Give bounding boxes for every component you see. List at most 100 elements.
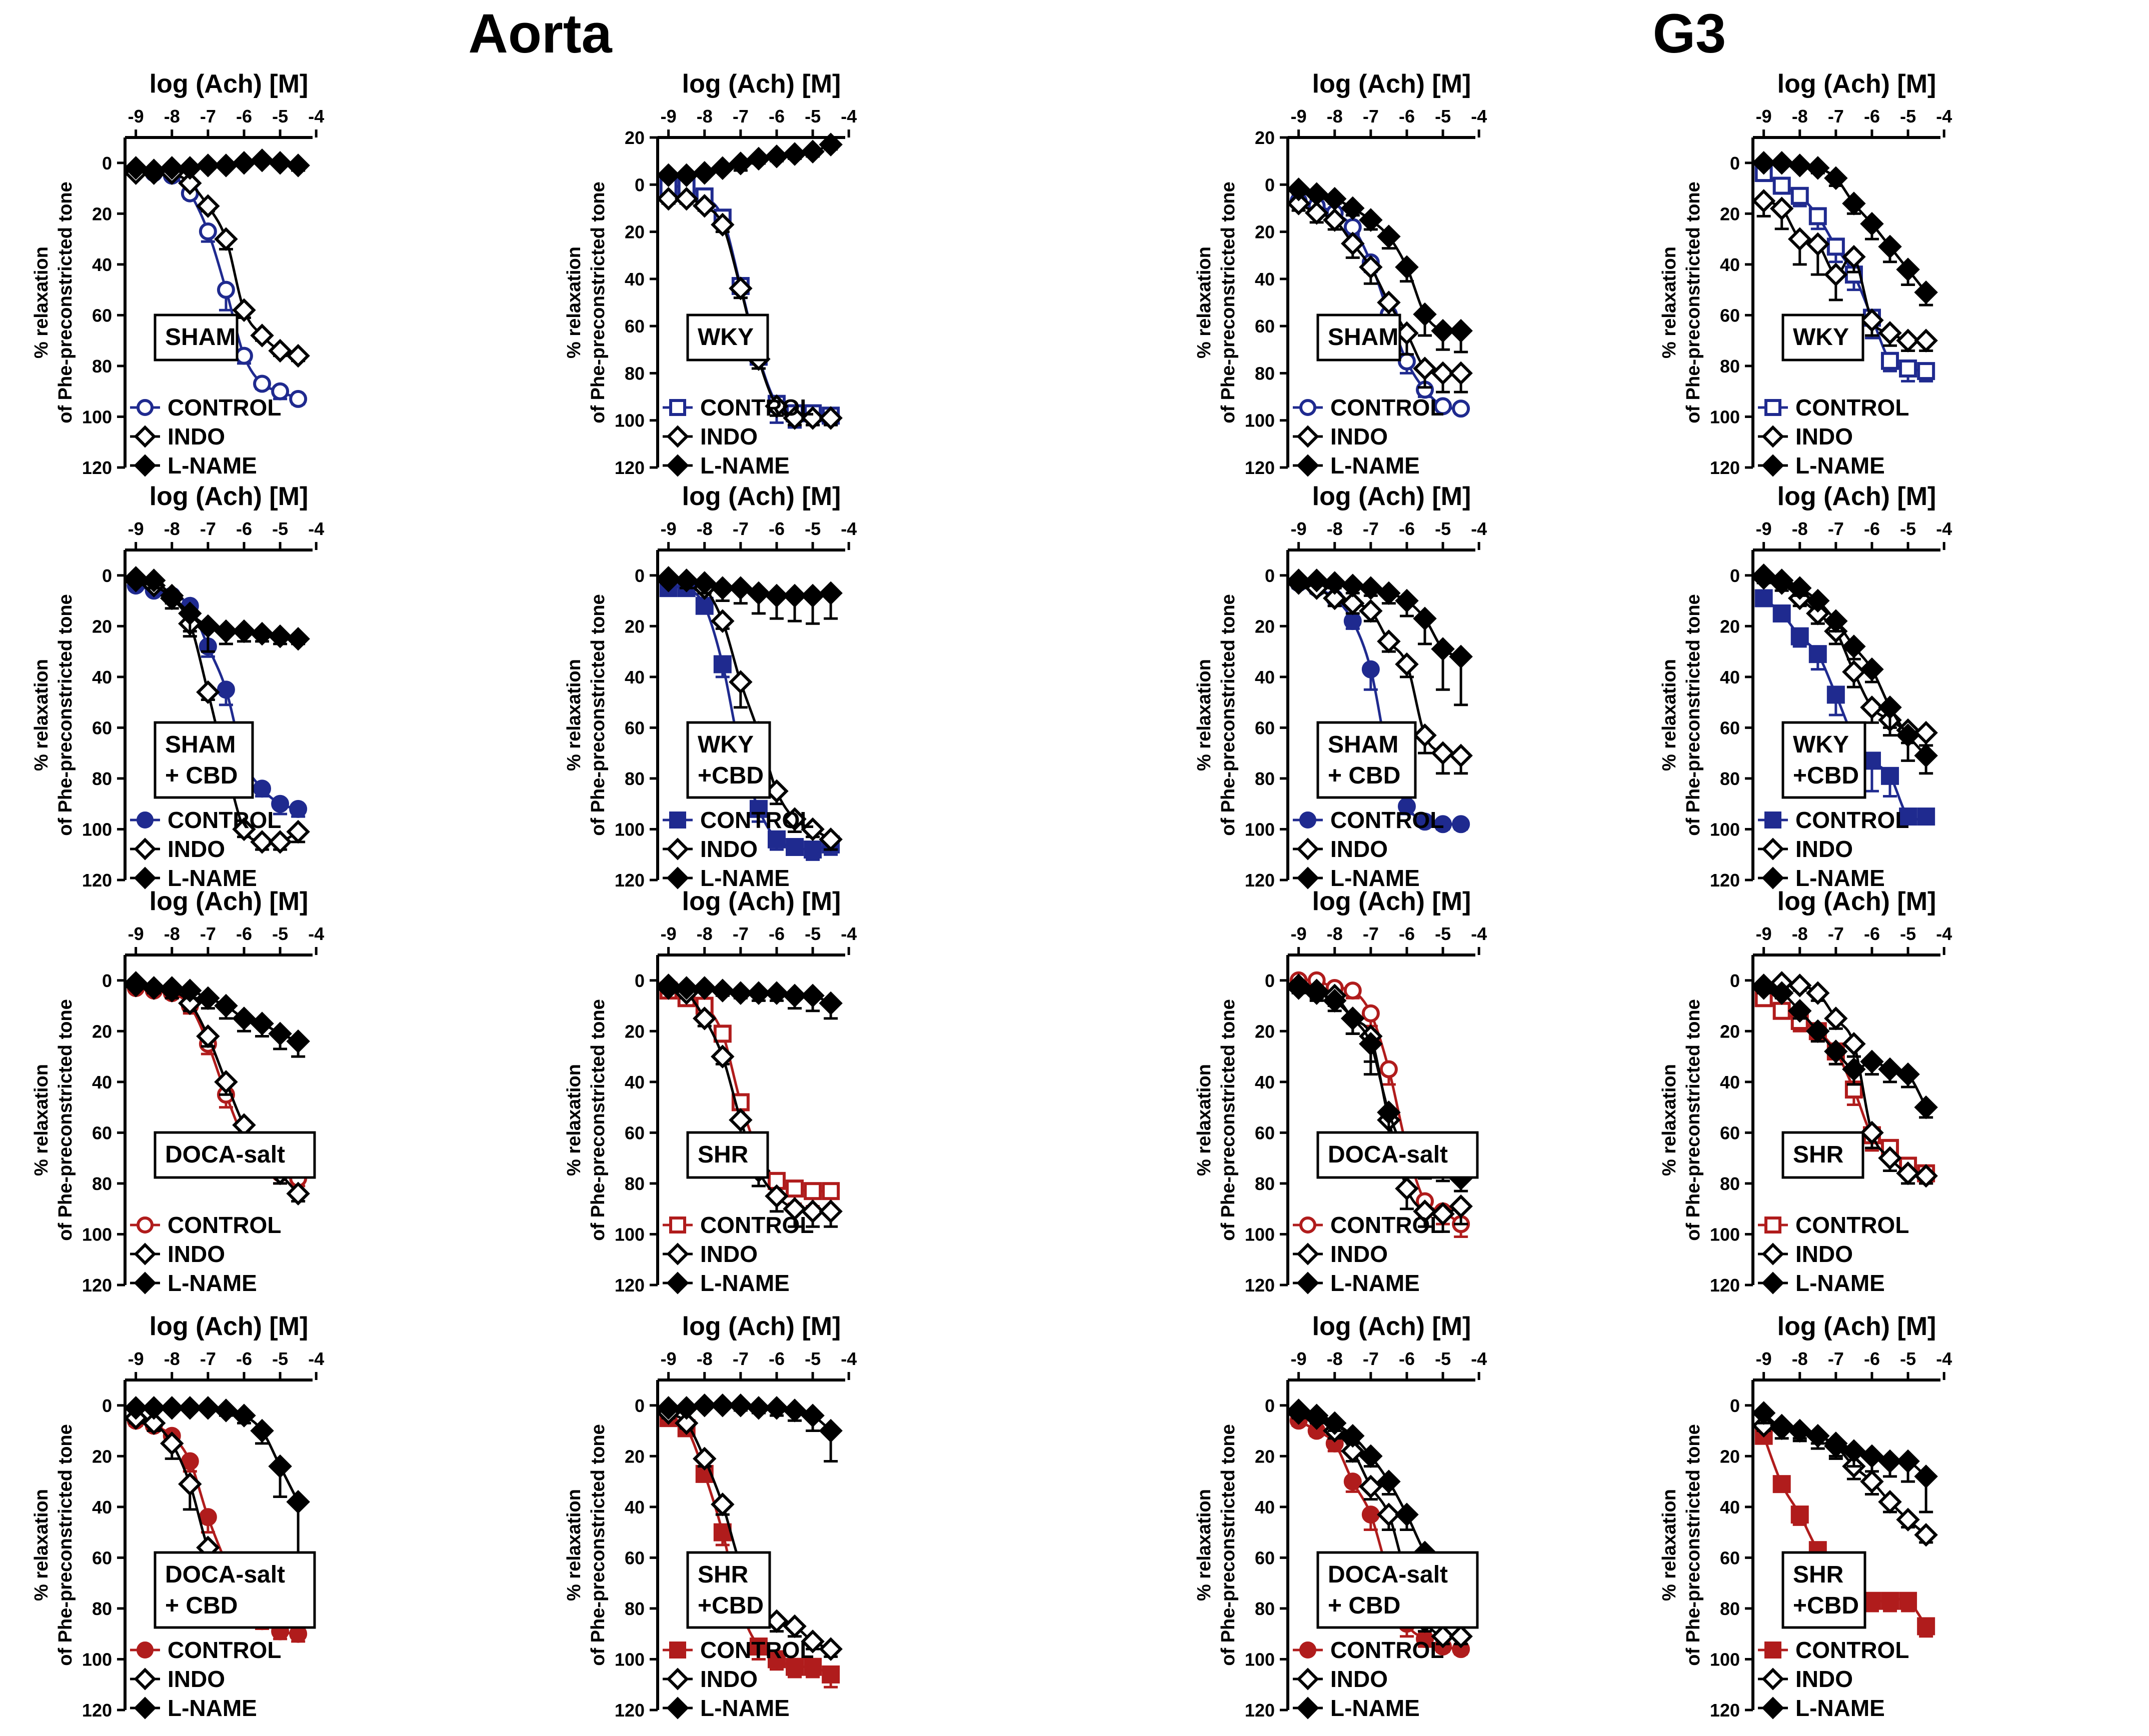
chart-panel: log (Ach) [M]-9 -8 -7 -6 -5 -4 0 20 40 60 80 100 120…	[1659, 482, 1952, 891]
legend-label: L-NAME	[1330, 865, 1420, 891]
data-point	[1343, 1472, 1362, 1491]
data-point	[1914, 1095, 1938, 1120]
legend-marker	[666, 454, 689, 477]
data-point	[765, 144, 789, 168]
y-tick-label: 20	[1255, 128, 1275, 148]
data-point	[1881, 766, 1899, 785]
data-point	[1914, 1522, 1938, 1547]
x-tick-label: -8	[1327, 518, 1343, 539]
data-point	[1806, 156, 1830, 180]
data-point	[819, 1637, 843, 1661]
data-point	[729, 981, 753, 1005]
legend-label: INDO	[1330, 1666, 1388, 1692]
data-point	[232, 1404, 256, 1428]
data-point	[160, 584, 184, 608]
x-tick-label: -8	[164, 924, 180, 944]
data-point	[1896, 1449, 1920, 1474]
data-point	[196, 1024, 220, 1048]
x-tick-label: -4	[841, 924, 857, 944]
x-tick-label: -5	[1900, 1348, 1916, 1369]
x-tick-label: -4	[1471, 106, 1487, 126]
y-tick-label: 100	[1710, 406, 1740, 427]
data-point	[783, 584, 807, 608]
data-point	[178, 602, 202, 626]
x-axis-title: log (Ach) [M]	[1777, 70, 1936, 98]
y-tick-label: 60	[1720, 305, 1740, 326]
x-axis-title: log (Ach) [M]	[682, 482, 841, 511]
data-point	[1896, 1062, 1920, 1086]
legend-label: INDO	[700, 1241, 758, 1267]
chart-panel: log (Ach) [M]-9 -8 -7 -6 -5 -4 20 0 20 40 60 80 100 1…	[564, 70, 857, 478]
series-indo	[1751, 971, 1938, 1188]
data-point	[1824, 1006, 1848, 1030]
legend-label: L-NAME	[1330, 452, 1420, 478]
y-tick-label: 60	[92, 1122, 112, 1143]
legend-label: INDO	[1795, 1241, 1853, 1267]
y-axis-title-line2: of Phe-preconstricted tone	[55, 999, 76, 1241]
legend-label: INDO	[168, 1666, 225, 1692]
data-point	[178, 978, 202, 1002]
data-point	[1395, 1502, 1419, 1526]
x-tick-label: -9	[661, 518, 677, 539]
y-tick-label: 100	[1710, 1649, 1740, 1670]
data-point	[1361, 1004, 1380, 1022]
x-tick-label: -5	[1435, 1348, 1451, 1369]
data-point	[1359, 255, 1383, 280]
data-point	[1377, 581, 1401, 606]
x-axis-title: log (Ach) [M]	[150, 887, 309, 916]
x-tick-label: -5	[1435, 518, 1451, 539]
legend-label: INDO	[700, 424, 758, 450]
y-tick-label: 100	[615, 1224, 645, 1244]
chart-panel: log (Ach) [M]-9 -8 -7 -6 -5 -4 0 20 40 60 80 100 120…	[1194, 1312, 1487, 1721]
legend-marker	[134, 454, 157, 477]
data-point	[1842, 244, 1866, 269]
x-tick-label: -7	[200, 924, 216, 944]
group-label-text: SHR	[698, 1142, 748, 1168]
x-tick-label: -9	[128, 106, 144, 126]
legend-marker	[1761, 425, 1784, 448]
x-tick-label: -7	[1363, 924, 1379, 944]
data-point	[711, 609, 735, 633]
data-point	[1878, 696, 1902, 720]
data-point	[729, 576, 753, 600]
data-point	[1896, 328, 1920, 352]
y-tick-label: 120	[615, 1275, 645, 1296]
data-point	[1341, 591, 1365, 616]
data-point	[1769, 151, 1794, 175]
data-point	[1896, 258, 1920, 282]
group-label-box	[1316, 1131, 1479, 1179]
y-tick-label: 0	[1265, 970, 1275, 991]
data-point	[214, 619, 238, 644]
data-point	[1917, 1617, 1935, 1636]
data-point	[656, 566, 681, 590]
y-tick-label: 0	[1730, 1396, 1740, 1416]
y-tick-label: 60	[625, 316, 645, 336]
y-axis-title-line1: % relaxation	[564, 659, 585, 771]
x-tick-label: -4	[1471, 518, 1487, 539]
data-point	[747, 146, 771, 171]
y-tick-label: 0	[1730, 566, 1740, 586]
legend-label: CONTROL	[700, 807, 814, 833]
group-label-box	[1316, 721, 1417, 799]
data-point	[1862, 1592, 1881, 1610]
data-point	[1431, 1202, 1455, 1226]
data-point	[674, 568, 699, 592]
data-point	[729, 276, 753, 300]
series-l-name	[1751, 151, 1938, 306]
x-tick-label: -5	[272, 106, 288, 126]
series-l-name	[1751, 1401, 1938, 1514]
legend-label: L-NAME	[168, 452, 257, 478]
series-control	[659, 178, 840, 429]
y-tick-label: 100	[615, 410, 645, 431]
data-point	[1361, 1506, 1380, 1524]
legend-label: INDO	[1330, 1241, 1388, 1267]
data-point	[271, 794, 290, 813]
data-point	[160, 156, 184, 180]
data-point	[1824, 609, 1848, 633]
y-tick-label: 40	[1255, 667, 1275, 688]
data-point	[1413, 723, 1437, 748]
x-tick-label: -5	[1900, 924, 1916, 944]
data-point	[1754, 589, 1773, 608]
data-point	[804, 1658, 822, 1676]
data-point	[196, 986, 220, 1010]
